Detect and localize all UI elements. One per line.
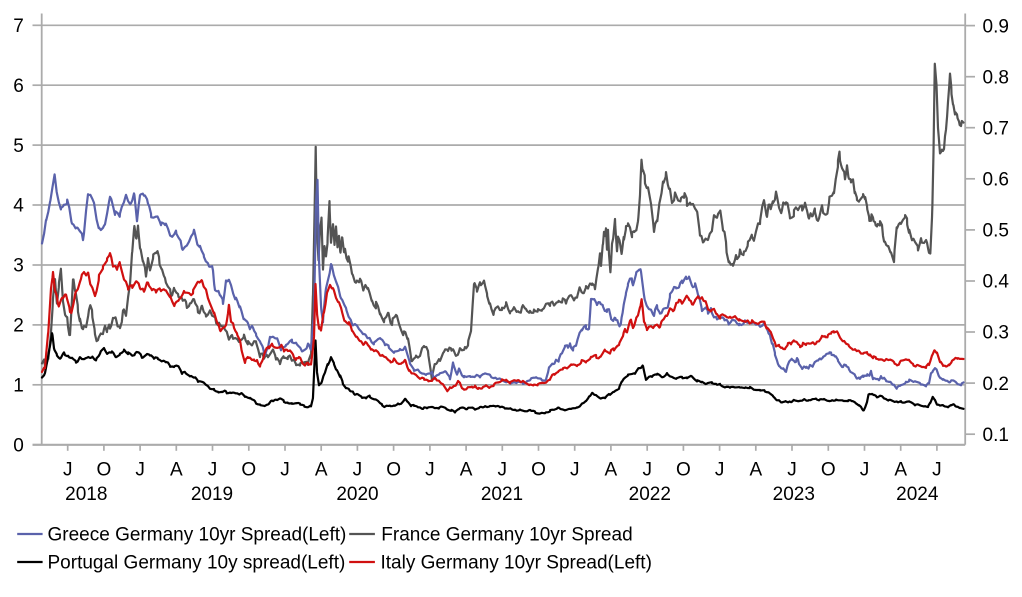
svg-text:O: O (676, 459, 691, 480)
svg-text:2018: 2018 (65, 484, 107, 505)
svg-text:Portugal Germany 10y spread(Le: Portugal Germany 10y spread(Left) (48, 553, 346, 574)
svg-text:4: 4 (13, 196, 24, 217)
svg-text:5: 5 (13, 136, 24, 157)
svg-text:A: A (894, 459, 907, 480)
svg-text:Greece Germany 10yr Spread(Lef: Greece Germany 10yr Spread(Left) (48, 525, 347, 546)
svg-text:O: O (386, 459, 401, 480)
svg-text:2: 2 (13, 316, 24, 337)
svg-text:6: 6 (13, 76, 24, 97)
svg-text:0.3: 0.3 (983, 323, 1009, 344)
svg-text:J: J (642, 459, 652, 480)
svg-text:0.4: 0.4 (983, 272, 1010, 293)
svg-text:0.7: 0.7 (983, 118, 1009, 139)
svg-text:0.9: 0.9 (983, 16, 1009, 37)
svg-text:J: J (280, 459, 290, 480)
svg-text:J: J (425, 459, 435, 480)
svg-text:O: O (241, 459, 256, 480)
svg-text:Italy Germany 10yr Spread(Left: Italy Germany 10yr Spread(Left) (381, 553, 652, 574)
svg-text:2020: 2020 (336, 484, 378, 505)
svg-text:J: J (787, 459, 797, 480)
svg-text:J: J (208, 459, 218, 480)
svg-text:A: A (749, 459, 762, 480)
svg-text:0.2: 0.2 (983, 374, 1009, 395)
svg-text:J: J (715, 459, 725, 480)
svg-text:0: 0 (13, 435, 24, 456)
svg-text:France Germany 10yr Spread: France Germany 10yr Spread (381, 525, 632, 546)
svg-text:1: 1 (13, 376, 24, 397)
svg-text:O: O (97, 459, 112, 480)
svg-text:A: A (460, 459, 473, 480)
svg-text:0.5: 0.5 (983, 221, 1009, 242)
svg-text:A: A (315, 459, 328, 480)
svg-text:J: J (570, 459, 580, 480)
svg-text:0.6: 0.6 (983, 170, 1009, 191)
svg-text:O: O (531, 459, 546, 480)
svg-text:0.1: 0.1 (983, 425, 1009, 446)
svg-text:3: 3 (13, 256, 24, 277)
svg-text:0.8: 0.8 (983, 67, 1009, 88)
svg-text:J: J (135, 459, 145, 480)
svg-text:7: 7 (13, 16, 24, 37)
svg-text:J: J (860, 459, 870, 480)
svg-text:2022: 2022 (629, 484, 671, 505)
svg-text:A: A (170, 459, 183, 480)
svg-text:O: O (821, 459, 836, 480)
svg-text:J: J (63, 459, 73, 480)
svg-text:2024: 2024 (896, 484, 939, 505)
svg-text:J: J (932, 459, 942, 480)
svg-text:J: J (498, 459, 508, 480)
svg-text:2019: 2019 (191, 484, 233, 505)
svg-text:A: A (605, 459, 618, 480)
svg-text:2021: 2021 (481, 484, 523, 505)
svg-text:2023: 2023 (773, 484, 815, 505)
svg-text:J: J (353, 459, 363, 480)
